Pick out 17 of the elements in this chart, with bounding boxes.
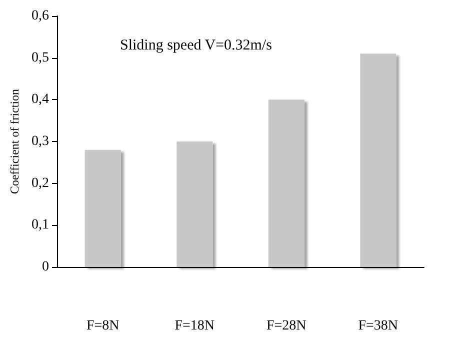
x-tick-label: F=38N (358, 318, 398, 334)
y-tick-label: 0,3 (32, 134, 49, 149)
y-tick-label: 0,1 (32, 218, 49, 233)
bar (84, 150, 121, 267)
y-axis-title: Coefficient of friction (8, 88, 22, 194)
bar (360, 54, 396, 267)
x-tick-label: F=8N (86, 318, 120, 334)
y-tick-label: 0 (42, 260, 49, 274)
y-tick-label: 0,4 (32, 92, 49, 108)
x-tick-label: F=28N (266, 318, 306, 334)
x-tick-label: F=18N (174, 318, 215, 334)
y-tick-label: 0,6 (32, 8, 49, 24)
bar (268, 100, 304, 267)
y-tick-label: 0,5 (32, 50, 49, 66)
y-tick-label: 0,2 (32, 176, 49, 191)
annotation: Sliding speed V=0.32m/s (120, 38, 272, 54)
bar (176, 142, 213, 267)
